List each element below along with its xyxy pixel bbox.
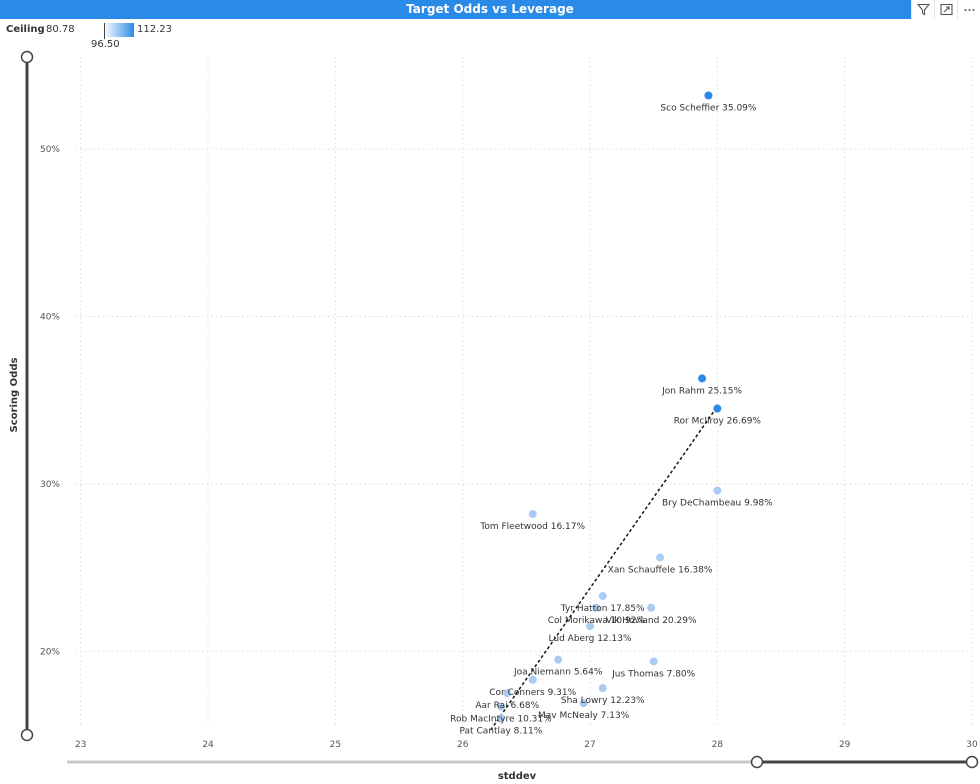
- data-point[interactable]: [528, 675, 537, 684]
- data-point[interactable]: [579, 699, 588, 708]
- data-label: Sha Lowry 12.23%: [561, 696, 645, 706]
- data-label: Tom Fleetwood 16.17%: [479, 522, 585, 532]
- data-label: Jon Rahm 25.15%: [661, 386, 742, 396]
- data-label: Joa Niemann 5.64%: [513, 668, 603, 678]
- data-label: Bry DeChambeau 9.98%: [662, 499, 773, 509]
- y-tick-label: 50%: [40, 145, 60, 155]
- trend-line-group: [490, 411, 715, 731]
- data-point[interactable]: [656, 553, 665, 562]
- data-label: Col Morikawa 10.92%: [548, 616, 646, 626]
- data-label: Pat Cantlay 8.11%: [460, 726, 543, 736]
- data-point[interactable]: [496, 702, 505, 711]
- y-tick-label: 40%: [40, 312, 60, 322]
- data-point[interactable]: [554, 655, 563, 664]
- y-tick-label: 30%: [40, 480, 60, 490]
- data-label: Rob MacIntyre 10.31%: [450, 715, 552, 725]
- data-label: Tyr Hatton 17.85%: [560, 604, 645, 614]
- x-slider-left-handle[interactable]: [750, 755, 764, 769]
- data-point[interactable]: [496, 714, 505, 723]
- data-point[interactable]: [713, 404, 722, 413]
- x-axis-title: stddev: [498, 771, 537, 782]
- data-label: Mav McNealy 7.13%: [538, 711, 630, 721]
- x-slider-right-handle[interactable]: [965, 755, 979, 769]
- trend-line: [490, 411, 715, 731]
- data-label: Jus Thomas 7.80%: [611, 669, 695, 679]
- data-label: Cor Conners 9.31%: [489, 688, 576, 698]
- focus-mode-icon[interactable]: [934, 0, 957, 19]
- x-tick-label: 28: [712, 740, 724, 750]
- x-tick-label: 25: [330, 740, 341, 750]
- data-labels: Sco Scheffier 35.09% Jon Rahm 25.15% Ror M…: [450, 104, 773, 737]
- data-point[interactable]: [598, 592, 607, 601]
- data-label: Ror McIlroy 26.69%: [674, 417, 762, 427]
- data-label: Sco Scheffier 35.09%: [660, 104, 756, 114]
- x-tick-label: 30: [966, 740, 978, 750]
- data-point[interactable]: [713, 486, 722, 495]
- x-tick-label: 24: [202, 740, 214, 750]
- data-point[interactable]: [698, 374, 707, 383]
- data-point[interactable]: [598, 684, 607, 693]
- data-points: [496, 91, 722, 723]
- data-label: Lud Aberg 12.13%: [549, 634, 632, 644]
- legend-mid-value: 96.50: [91, 39, 120, 50]
- filter-icon[interactable]: [911, 0, 934, 19]
- y-slider-top-handle[interactable]: [20, 50, 34, 64]
- data-point[interactable]: [704, 91, 713, 100]
- data-point[interactable]: [647, 603, 656, 612]
- x-tick-label: 27: [584, 740, 595, 750]
- data-label: Xan Schauffele 16.38%: [608, 566, 713, 576]
- y-slider-bottom-handle[interactable]: [20, 728, 34, 742]
- visual-header-icons: [911, 0, 980, 19]
- x-tick-label: 29: [839, 740, 851, 750]
- data-point[interactable]: [586, 622, 595, 631]
- legend-max-value: 112.23: [137, 24, 172, 35]
- y-range-slider[interactable]: [20, 50, 34, 742]
- data-point[interactable]: [503, 689, 512, 698]
- legend-label: Ceiling: [6, 24, 45, 35]
- y-axis-title: Scoring Odds: [9, 358, 20, 433]
- legend-mid-marker: [104, 23, 105, 39]
- y-tick-label: 20%: [40, 647, 60, 657]
- data-label: Aar Rai 6.68%: [475, 701, 539, 711]
- x-tick-label: 26: [457, 740, 469, 750]
- chart-title: Target Odds vs Leverage: [0, 0, 980, 19]
- legend-min-value: 80.78: [46, 24, 75, 35]
- x-tick-label: 23: [75, 740, 86, 750]
- axis-ticks: 23 24 25 26 27 28 29 30 20% 30% 40% 50%: [40, 145, 978, 750]
- more-options-icon[interactable]: [957, 0, 980, 19]
- grid-lines: [76, 57, 973, 725]
- x-range-slider[interactable]: [67, 755, 979, 769]
- legend-gradient: [104, 23, 134, 37]
- data-label: Vik Hovland 20.29%: [606, 616, 697, 626]
- data-point[interactable]: [528, 510, 537, 519]
- data-point[interactable]: [649, 657, 658, 666]
- data-point[interactable]: [592, 603, 601, 612]
